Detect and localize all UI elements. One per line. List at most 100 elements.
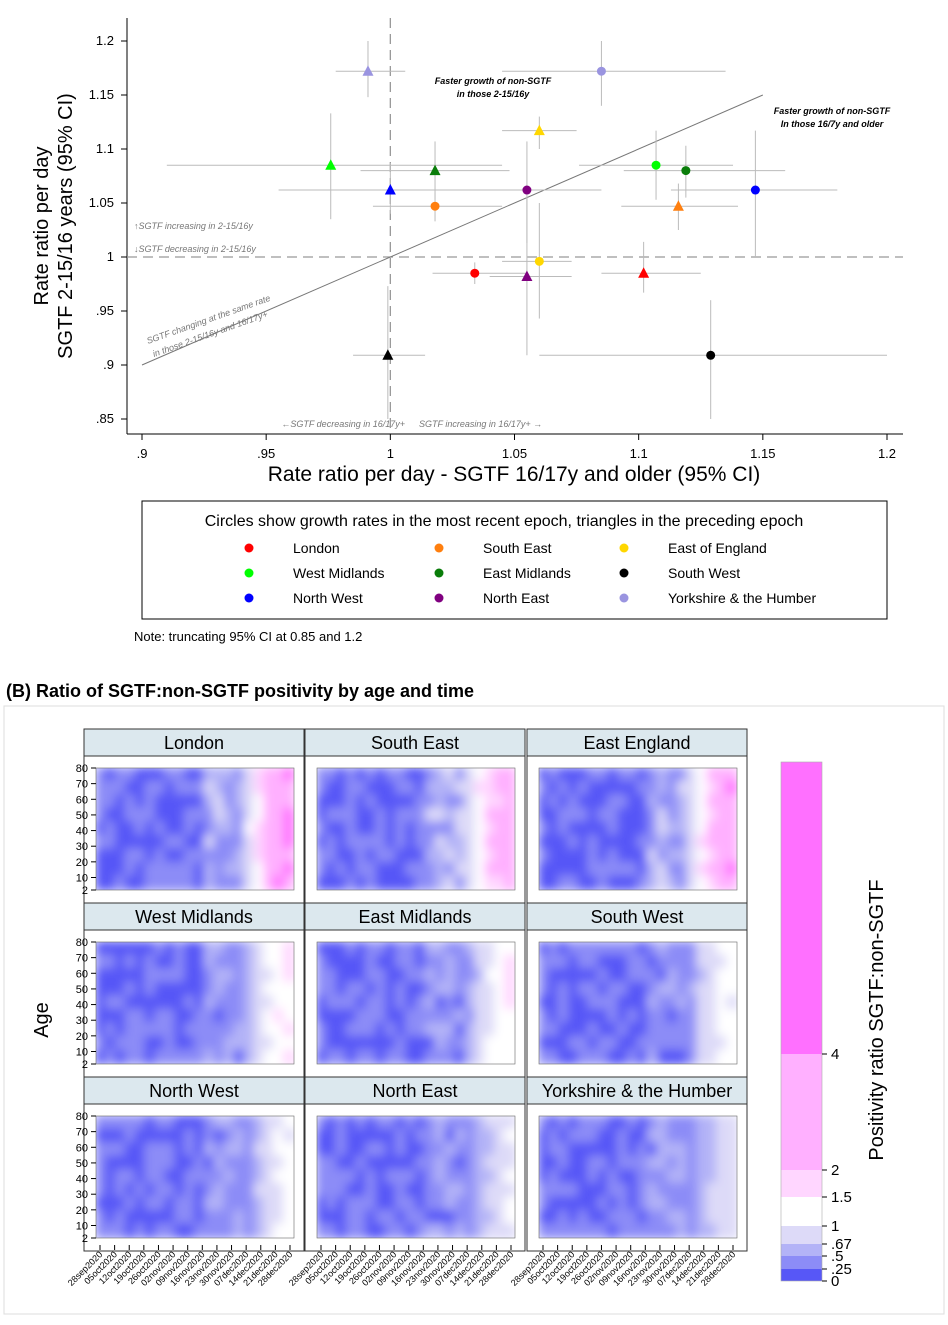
colorbar-band (781, 1170, 822, 1197)
heatmap-cell (577, 1049, 590, 1064)
heatmap-cell (726, 1049, 737, 1064)
heatmap-cell (114, 1223, 127, 1238)
y-tick-label: 1.15 (89, 87, 114, 102)
heatmap-cell (134, 848, 147, 864)
heatmap-cell (539, 780, 550, 797)
heatmap-cell (567, 1223, 580, 1238)
heatmap-cell (395, 875, 408, 890)
heatmap-cell (174, 968, 187, 984)
heatmap-cell (646, 861, 659, 878)
heatmap-cell (716, 807, 729, 824)
heatmap-cell (124, 780, 137, 797)
heatmap-cell (335, 995, 348, 1011)
heatmap-cell (617, 968, 630, 984)
heatmap-cell (716, 861, 729, 878)
heatmap-cell (686, 1142, 699, 1158)
heatmap-cell (283, 1035, 294, 1052)
heatmap-field (96, 1116, 294, 1238)
heatmap-cell (164, 1196, 177, 1212)
heatmap-cell (365, 768, 378, 783)
heatmap-cell (325, 1209, 338, 1226)
heatmap-cell (375, 807, 388, 824)
heatmap-cell (494, 954, 507, 971)
heatmap-cell (273, 1035, 286, 1052)
heatmap-cell (223, 995, 236, 1011)
heatmap-cell (464, 1182, 477, 1199)
heatmap-cell (696, 1008, 709, 1025)
heatmap-cell (355, 861, 368, 878)
heatmap-cell (154, 1223, 167, 1238)
heatmap-cell (405, 821, 417, 837)
heatmap-cell (539, 848, 550, 864)
heatmap-cell (283, 1182, 294, 1199)
heatmap-cell (395, 968, 408, 984)
heatmap-cell (726, 1128, 737, 1145)
heatmap-cell (617, 1169, 630, 1185)
age-tick-label: 2 (82, 885, 88, 897)
age-tick-label: 70 (76, 953, 88, 965)
heatmap-cell (405, 1008, 417, 1025)
heatmap-cell (164, 968, 177, 984)
heatmap-cell (577, 942, 590, 957)
heatmap-cell (213, 1182, 226, 1199)
heatmap-cell (726, 848, 737, 864)
age-tick-label: 50 (76, 1158, 88, 1170)
heatmap-cell (203, 1049, 216, 1064)
heatmap-cell (494, 1049, 507, 1064)
heatmap-cell (233, 995, 246, 1011)
heatmap-cell (96, 942, 107, 957)
heatmap-cell (134, 1169, 147, 1185)
heatmap-cell (174, 821, 187, 837)
heatmap-cell (184, 1035, 196, 1052)
heatmap-cell (164, 834, 177, 851)
heatmap-east-midlands: East Midlands (304, 902, 526, 1078)
heatmap-cell (253, 780, 266, 797)
heatmap-cell (656, 981, 669, 998)
heatmap-cell (253, 1209, 266, 1226)
heatmap-plot-border (95, 941, 295, 1065)
heatmap-cell (104, 968, 117, 984)
heatmap-cell (415, 1196, 427, 1212)
age-tick-label: 10 (76, 872, 88, 884)
heatmap-cell (96, 1128, 107, 1145)
heatmap-cell (474, 780, 487, 797)
heatmap-cell (325, 1196, 338, 1212)
heatmap-cell (577, 1196, 590, 1212)
heatmap-cell (686, 1196, 699, 1212)
legend-box (141, 500, 888, 620)
heatmap-cell (345, 834, 358, 851)
heatmap-cell (607, 1142, 620, 1158)
heatmap-cell (154, 981, 167, 998)
heatmap-cell (375, 1008, 388, 1025)
heatmap-cell (395, 942, 408, 957)
heatmap-cell (405, 1035, 417, 1052)
heatmap-cell (283, 821, 294, 837)
heatmap-cell (213, 1116, 226, 1131)
heatmap-cell (325, 1128, 338, 1145)
heatmap-cell (557, 848, 570, 864)
heatmap-cell (587, 1223, 600, 1238)
heatmap-cell (385, 1223, 398, 1238)
heatmap-south-west: South West (526, 902, 748, 1078)
heatmap-cell (174, 875, 187, 890)
heatmap-cell (726, 1182, 737, 1199)
heatmap-cell (124, 1022, 137, 1038)
heatmap-cell (124, 1128, 137, 1145)
heatmap-cell (385, 834, 398, 851)
heatmap-cell (597, 1022, 610, 1038)
heatmap-cell (587, 780, 600, 797)
heatmap-cell (283, 1196, 294, 1212)
heatmap-cell (154, 1169, 167, 1185)
heatmap-cell (124, 1035, 137, 1052)
heatmap-cell (365, 1209, 378, 1226)
heatmap-cell (243, 807, 256, 824)
heatmap-cell (375, 1142, 388, 1158)
heatmap-cell (317, 1022, 328, 1038)
heatmap-cell (395, 1223, 408, 1238)
heatmap-cell (557, 807, 570, 824)
heatmap-cell (716, 1209, 729, 1226)
annotation-sgtf-up: ↑SGTF increasing in 2-15/16y (134, 221, 253, 231)
heatmap-cell (365, 1035, 378, 1052)
heatmap-cell (385, 1209, 398, 1226)
heatmap-cell (233, 954, 246, 971)
